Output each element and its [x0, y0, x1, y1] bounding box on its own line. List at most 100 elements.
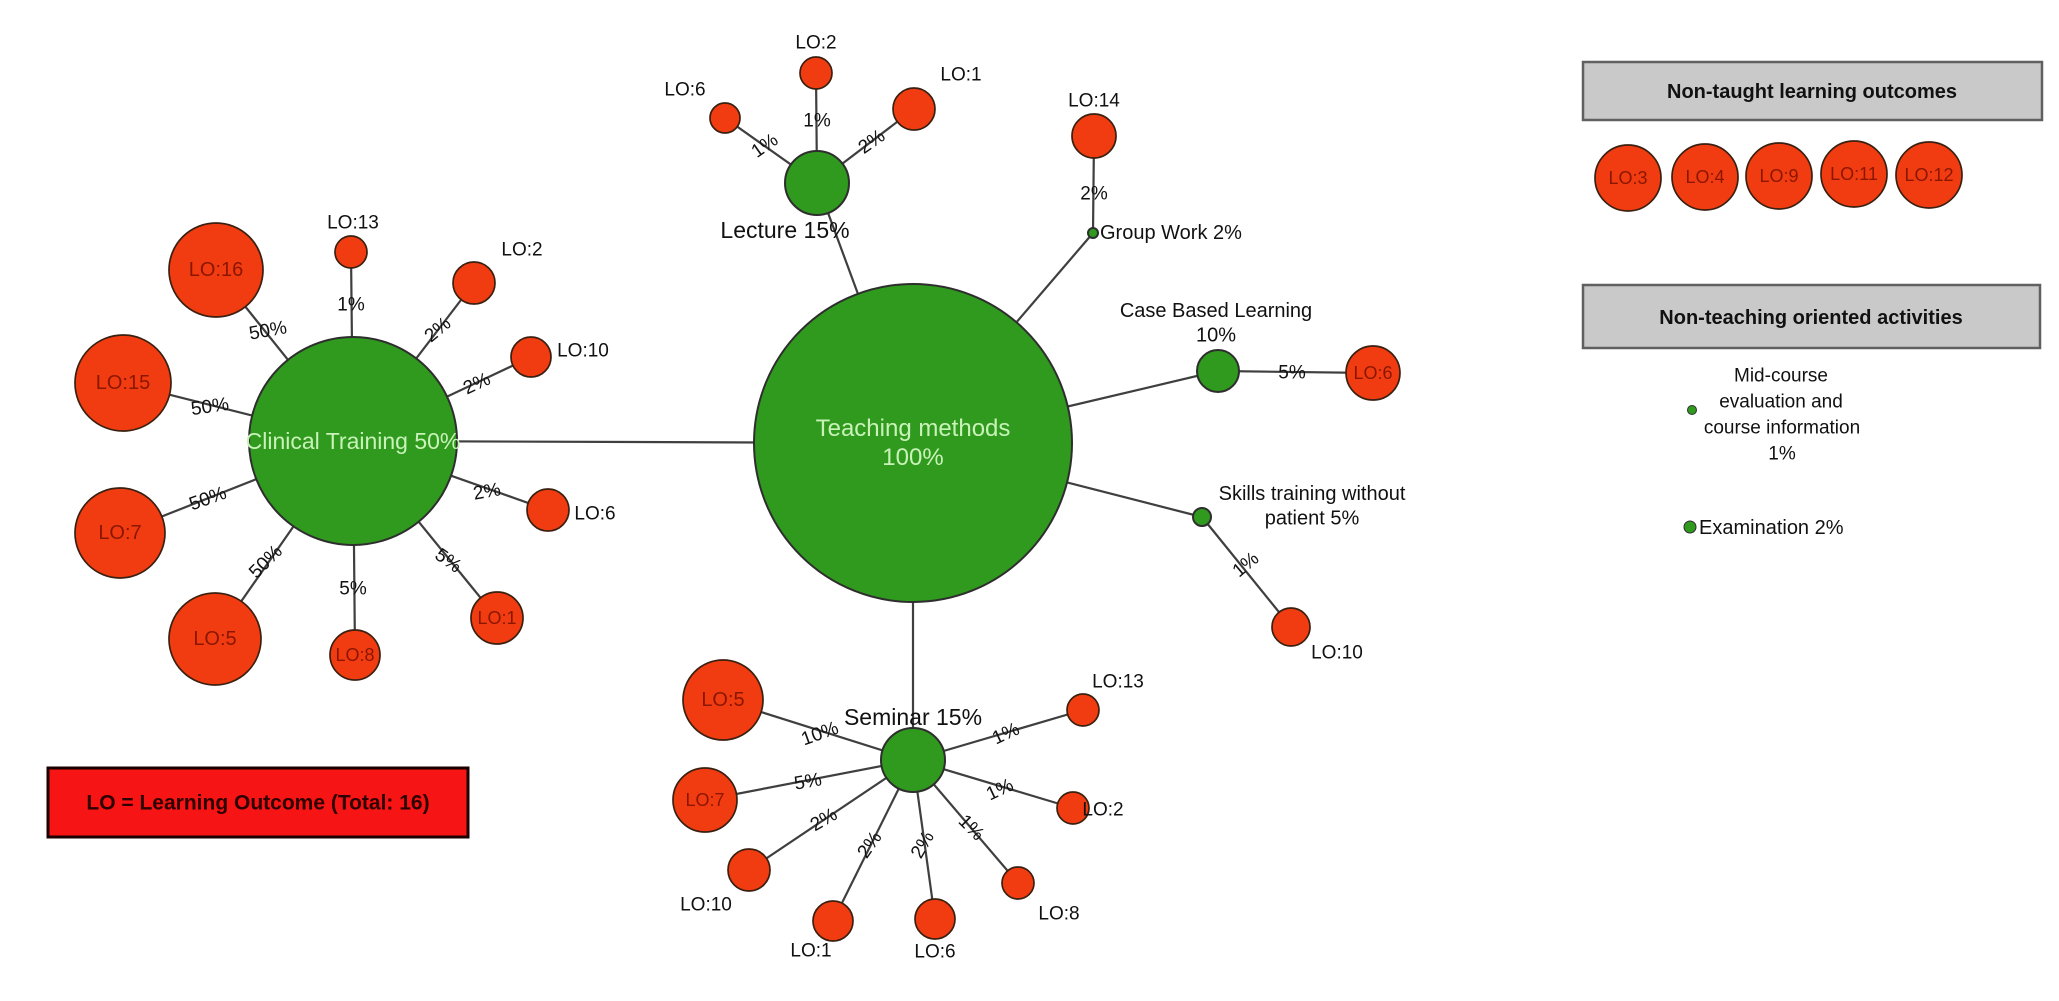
method-label-lecture-line-1: Lecture 15% — [720, 217, 849, 243]
outcome-node-m13 — [1066, 693, 1100, 727]
method-node-teaching — [753, 283, 1073, 603]
edge-skills-sk10 — [1201, 516, 1292, 628]
edge-pct-c16: 50% — [247, 317, 288, 344]
outcome-node-m8 — [1001, 866, 1035, 900]
edge-pct-l6: 1% — [748, 129, 783, 162]
method-node-seminar — [880, 727, 946, 793]
outcome-label-m2: LO:2 — [1082, 800, 1123, 821]
outcome-node-m7 — [672, 767, 738, 833]
edge-pct-m8: 1% — [954, 811, 988, 845]
method-node-clinical — [248, 336, 458, 546]
outcome-label-m13: LO:13 — [1092, 672, 1144, 693]
outcome-node-c8 — [329, 629, 381, 681]
outcome-label-c2: LO:2 — [501, 240, 542, 261]
mid-course-line-4: 1% — [1768, 444, 1796, 465]
outcome-node-c13 — [334, 235, 368, 269]
edge-pct-m6: 2% — [907, 828, 939, 862]
panel-outcome-node-p3 — [1594, 144, 1662, 212]
outcome-label-c16: LO:16 — [189, 259, 243, 281]
non-taught-header-title: Non-taught learning outcomes — [1667, 81, 1957, 103]
outcome-node-m5 — [682, 659, 764, 741]
outcome-label-m10: LO:10 — [680, 895, 732, 916]
outcome-label-m1: LO:1 — [790, 941, 831, 962]
outcome-node-c1 — [470, 591, 524, 645]
method-node-cbl — [1196, 349, 1240, 393]
outcome-label-sk10: LO:10 — [1311, 643, 1363, 664]
panel-outcome-label-p3: LO:3 — [1608, 168, 1647, 188]
panel-outcome-node-p12 — [1895, 141, 1963, 209]
outcome-label-l6: LO:6 — [664, 80, 705, 101]
edge-pct-g14: 2% — [1080, 184, 1108, 205]
panel-outcome-node-p9 — [1745, 142, 1813, 210]
edge-pct-c5: 50% — [245, 541, 287, 583]
method-node-groupwork — [1087, 227, 1099, 239]
outcome-node-c16 — [168, 222, 264, 318]
edge-pct-l2: 1% — [803, 111, 831, 132]
method-label-groupwork-line-1: Group Work 2% — [1100, 222, 1242, 244]
outcome-node-l6 — [709, 102, 741, 134]
method-node-lecture — [784, 150, 850, 216]
outcome-label-cb6: LO:6 — [1353, 363, 1392, 383]
outcome-node-sk10 — [1271, 607, 1311, 647]
method-label-skills-line-1: Skills training without — [1219, 483, 1406, 505]
outcome-label-m5: LO:5 — [701, 689, 744, 711]
examination-label: Examination 2% — [1699, 517, 1844, 539]
outcome-node-c6 — [526, 488, 570, 532]
outcome-node-c2 — [452, 261, 496, 305]
panel-outcome-label-p12: LO:12 — [1904, 165, 1953, 185]
outcome-node-l2 — [799, 56, 833, 90]
legend-text: LO = Learning Outcome (Total: 16) — [86, 792, 429, 815]
edge-pct-c7: 50% — [187, 483, 230, 516]
method-label-teaching-line-2: 100% — [882, 444, 943, 471]
outcome-node-cb6 — [1345, 345, 1401, 401]
panel-outcome-label-p4: LO:4 — [1685, 167, 1724, 187]
outcome-label-c10: LO:10 — [557, 341, 609, 362]
outcome-label-c5: LO:5 — [193, 628, 236, 650]
edge-seminar-m7 — [704, 758, 914, 802]
outcome-node-m10 — [727, 848, 771, 892]
method-label-clinical-line-1: Clinical Training 50% — [246, 428, 461, 454]
edge-pct-c13: 1% — [337, 295, 365, 316]
method-node-skills — [1192, 507, 1212, 527]
edge-pct-m13: 1% — [989, 719, 1023, 750]
method-label-skills-line-2: patient 5% — [1265, 507, 1360, 529]
outcome-node-m2 — [1056, 791, 1090, 825]
outcome-label-c6: LO:6 — [574, 504, 615, 525]
non-teaching-header-box — [1581, 283, 2042, 350]
edge-pct-m2: 1% — [983, 775, 1017, 806]
outcome-label-m6: LO:6 — [914, 942, 955, 963]
mid-course-line-3: course information — [1704, 418, 1860, 439]
outcome-label-c13: LO:13 — [327, 213, 379, 234]
outcome-node-m1 — [812, 900, 854, 942]
outcome-node-c15 — [74, 334, 172, 432]
non-teaching-header-title: Non-teaching oriented activities — [1659, 307, 1962, 329]
edge-pct-m1: 2% — [854, 828, 887, 863]
outcome-label-c8: LO:8 — [335, 645, 374, 665]
nodes-layer — [74, 56, 1963, 942]
outcome-node-g14 — [1071, 113, 1117, 159]
outcome-label-l2: LO:2 — [795, 33, 836, 54]
outcome-node-c10 — [510, 336, 552, 378]
legend-box — [46, 766, 470, 839]
method-label-teaching-line-1: Teaching methods — [816, 415, 1011, 442]
outcome-label-c1: LO:1 — [477, 608, 516, 628]
edge-pct-c2: 2% — [421, 313, 456, 347]
outcome-label-c7: LO:7 — [98, 522, 141, 544]
method-label-seminar-line-1: Seminar 15% — [844, 704, 982, 730]
panel-outcome-node-p11 — [1820, 140, 1888, 208]
edge-pct-m10: 2% — [807, 804, 841, 836]
edge-pct-c15: 50% — [190, 394, 231, 420]
outcome-label-m7: LO:7 — [685, 790, 724, 810]
panel-outcome-label-p9: LO:9 — [1759, 166, 1798, 186]
non-taught-header-box — [1581, 60, 2044, 122]
mid-course-line-1: Mid-course — [1734, 366, 1828, 387]
outcome-label-m8: LO:8 — [1038, 904, 1079, 925]
examination-dot — [1683, 520, 1697, 534]
outcome-label-l1: LO:1 — [940, 65, 981, 86]
edge-pct-cb6: 5% — [1278, 363, 1306, 384]
edge-pct-c6: 2% — [472, 479, 503, 504]
outcome-label-g14: LO:14 — [1068, 91, 1120, 112]
